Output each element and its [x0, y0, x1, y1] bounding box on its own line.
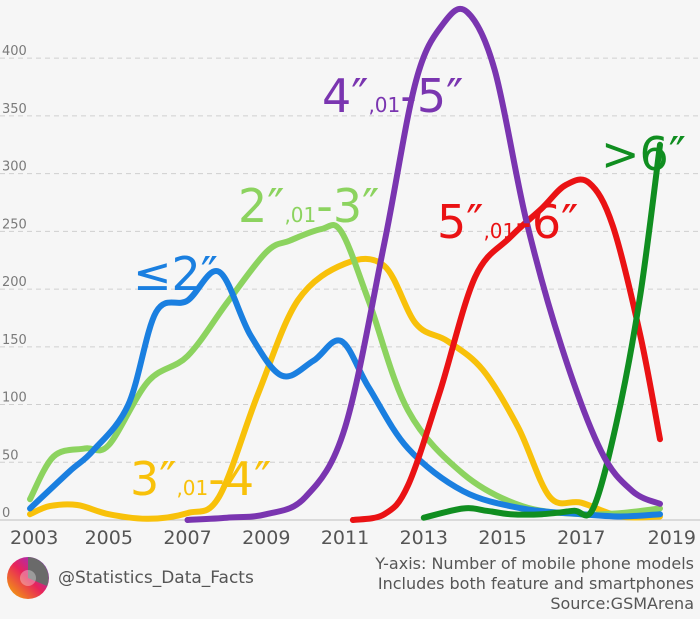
label-main: 2″: [238, 179, 284, 233]
label-decimal: ,01: [483, 219, 515, 243]
y-tick-label: 100: [2, 391, 27, 406]
y-tick-label: 0: [2, 506, 10, 521]
series-label-5: >6″: [601, 127, 686, 181]
label-decimal: ,01: [176, 476, 208, 500]
label-range-end: -4″: [208, 452, 271, 506]
label-decimal: ,01: [368, 93, 400, 117]
x-tick-label: 2003: [10, 527, 58, 549]
label-range-end: -6″: [515, 195, 578, 249]
y-axis-ticks: 0 50 100 150 200 250 300 350 400: [2, 44, 27, 521]
y-tick-label: 400: [2, 44, 27, 59]
series-label-2: 3″,01-4″: [130, 452, 271, 506]
logo-icon: [7, 557, 49, 599]
x-tick-label: 2011: [321, 527, 369, 549]
x-tick-label: 2019: [648, 527, 696, 549]
series-line-1: [27, 221, 663, 518]
series-label-1: 2″,01-3″: [238, 179, 379, 233]
x-tick-label: 2007: [163, 527, 211, 549]
x-tick-label: 2005: [85, 527, 133, 549]
x-axis-ticks: 2003 2005 2007 2009 2011 2013 2015 2017 2019: [10, 527, 696, 549]
label-main: 5″: [437, 195, 483, 249]
label-main: 3″: [130, 452, 176, 506]
series-line-5: [420, 141, 663, 521]
scope-note: Includes both feature and smartphones: [377, 574, 694, 593]
y-tick-label: 50: [2, 448, 19, 463]
label-range-end: -5″: [400, 69, 463, 123]
label-main: 4″: [322, 69, 368, 123]
series-line-2: [27, 255, 663, 522]
series-label-4: 5″,01-6″: [437, 195, 578, 249]
series-lines: [27, 5, 663, 523]
x-tick-label: 2017: [557, 527, 605, 549]
x-tick-label: 2015: [478, 527, 526, 549]
y-axis-note: Y-axis: Number of mobile phone models: [375, 554, 694, 573]
y-tick-label: 350: [2, 102, 27, 117]
label-decimal: ,01: [284, 203, 316, 227]
chart-notes: Y-axis: Number of mobile phone models In…: [375, 554, 694, 614]
series-label-0: ≤2″: [133, 247, 218, 301]
y-tick-label: 250: [2, 217, 27, 232]
series-line-0: [27, 268, 663, 520]
series-labels: ≤2″2″,01-3″3″,01-4″4″,01-5″5″,01-6″>6″: [130, 69, 686, 506]
y-tick-label: 300: [2, 160, 27, 175]
y-tick-label: 150: [2, 333, 27, 348]
x-tick-label: 2009: [242, 527, 290, 549]
source-note: Source:GSMArena: [550, 594, 694, 613]
series-label-3: 4″,01-5″: [322, 69, 463, 123]
x-tick-label: 2013: [400, 527, 448, 549]
label-range-end: -3″: [316, 179, 379, 233]
y-tick-label: 200: [2, 275, 27, 290]
series-line-3: [184, 5, 663, 523]
author-handle: @Statistics_Data_Facts: [58, 568, 254, 588]
